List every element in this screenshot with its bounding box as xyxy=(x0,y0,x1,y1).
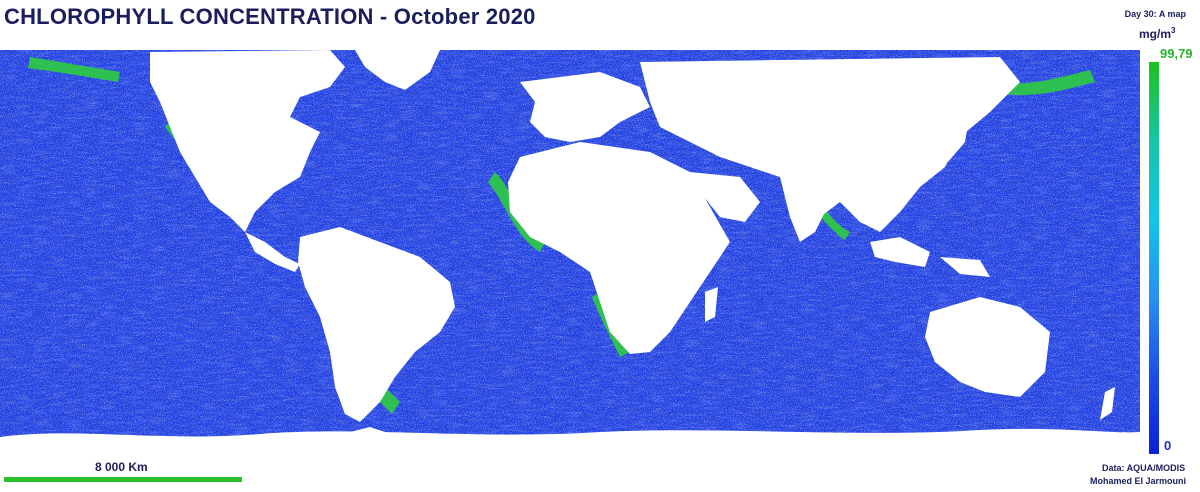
author-credit: Mohamed El Jarmouni xyxy=(1090,476,1187,486)
asia xyxy=(640,57,1020,232)
legend-unit: mg/m3 xyxy=(1139,26,1176,41)
data-source-credit: Data: AQUA/MODIS xyxy=(1102,463,1186,473)
day-note: Day 30: A map xyxy=(1124,9,1186,19)
landmasses xyxy=(150,50,1115,437)
north-america xyxy=(150,50,345,232)
europe xyxy=(520,72,650,142)
scale-bar-label: 8 000 Km xyxy=(95,460,148,474)
map-title: CHLOROPHYLL CONCENTRATION - October 2020 xyxy=(4,4,536,29)
chlorophyll-map xyxy=(0,42,1140,462)
scale-bar xyxy=(4,477,242,482)
south-america xyxy=(298,227,455,422)
greenland xyxy=(355,50,440,90)
legend-min-label: 0 xyxy=(1164,438,1172,453)
legend-max-label: 99,79 xyxy=(1160,46,1193,61)
africa xyxy=(508,142,730,354)
australia xyxy=(925,297,1050,397)
legend-colorbar xyxy=(1149,62,1159,454)
